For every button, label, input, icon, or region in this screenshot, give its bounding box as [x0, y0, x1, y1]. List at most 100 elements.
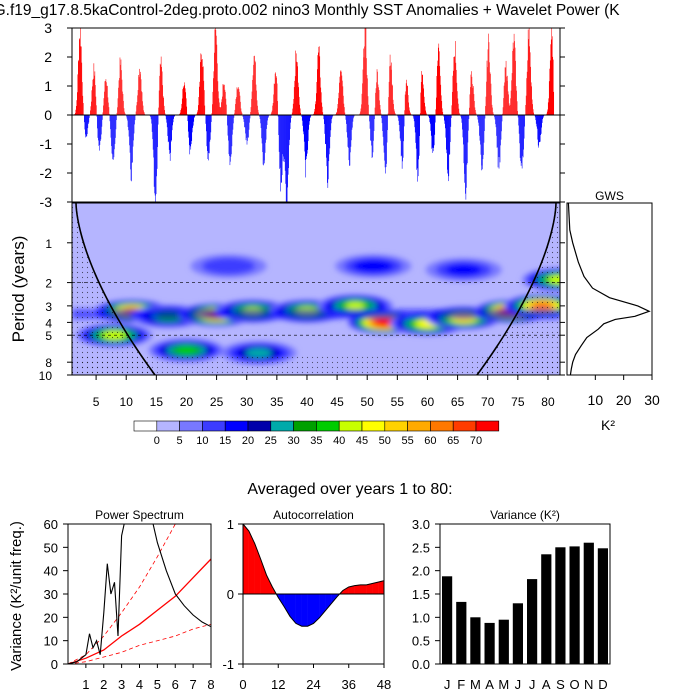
anomaly-bar — [379, 104, 381, 115]
anomaly-bar — [448, 115, 449, 182]
anomaly-bar — [232, 115, 233, 135]
anomaly-bar — [138, 77, 140, 115]
anomaly-bar — [513, 33, 515, 115]
month-label: J — [515, 677, 522, 692]
anomaly-bar — [486, 81, 487, 115]
anomaly-bar — [144, 113, 145, 115]
anomaly-bar — [227, 115, 228, 126]
coi-right-stipple — [477, 203, 560, 375]
anomaly-bar — [526, 78, 527, 115]
anomaly-bar — [77, 74, 79, 115]
anomaly-bar — [294, 80, 295, 115]
y-tick-label: 1 — [227, 517, 234, 532]
variance-bar — [597, 548, 608, 664]
anomaly-bar — [315, 101, 317, 115]
anomaly-bar — [172, 115, 174, 123]
anomaly-bar — [475, 112, 477, 115]
anomaly-bar — [503, 85, 505, 115]
anomaly-bar — [209, 115, 210, 154]
anomaly-bar — [238, 89, 240, 115]
anomaly-bar — [525, 95, 527, 115]
x-tick-label: 7 — [190, 677, 197, 692]
anomaly-bar — [75, 113, 76, 115]
anomaly-bar — [350, 115, 351, 153]
anomaly-bar — [415, 115, 416, 143]
anomaly-bar — [482, 115, 484, 160]
anomaly-bar — [114, 115, 116, 144]
anomaly-bar — [225, 98, 227, 115]
anomaly-bar — [82, 82, 83, 115]
anomaly-bar — [433, 115, 435, 148]
legend-level-label: 20 — [242, 435, 254, 447]
x-tick-label: 1 — [82, 677, 89, 692]
anomaly-bar — [204, 90, 205, 115]
anomaly-bar — [551, 28, 553, 115]
anomaly-bar — [535, 115, 536, 121]
anomaly-bar — [201, 59, 203, 115]
anomaly-bar — [160, 56, 162, 115]
anomaly-bar — [137, 95, 138, 115]
anomaly-bar — [452, 91, 453, 115]
anomaly-bar — [291, 112, 293, 115]
anomaly-bar — [440, 84, 442, 115]
anomaly-bar — [165, 115, 166, 117]
anomaly-bar — [518, 115, 520, 134]
anomaly-bar — [370, 115, 371, 141]
anomaly-bar — [133, 115, 134, 141]
anomaly-bar — [249, 115, 251, 119]
anomaly-bar — [143, 111, 145, 115]
anomaly-bar — [113, 115, 114, 160]
anomaly-bar — [347, 115, 349, 147]
anomaly-bar — [495, 115, 497, 128]
anomaly-bar — [536, 115, 537, 127]
anomaly-bar — [100, 115, 102, 140]
anomaly-bar — [385, 115, 387, 168]
anomaly-bar — [181, 98, 183, 115]
anomaly-bar — [340, 70, 342, 115]
anomaly-bar — [246, 115, 247, 138]
month-label: F — [457, 677, 465, 692]
anomaly-bar — [447, 115, 448, 174]
anomaly-bar — [132, 115, 133, 163]
anomaly-bar — [235, 104, 236, 115]
anomaly-bar — [553, 91, 555, 115]
anomaly-bar — [349, 115, 351, 166]
anomaly-bar — [418, 115, 419, 160]
anomaly-bar — [230, 115, 231, 162]
anomaly-bar — [111, 115, 112, 147]
autocorr-fill — [377, 580, 385, 595]
anomaly-bar — [463, 115, 465, 164]
anomaly-bar — [239, 91, 240, 115]
anomaly-bar — [295, 53, 297, 115]
y-tick-label: 5 — [45, 329, 52, 343]
anomaly-bar — [327, 115, 328, 183]
anomaly-bar — [122, 91, 123, 115]
anomaly-bar — [153, 115, 155, 187]
y-tick-label: -1 — [222, 657, 234, 672]
anomaly-bar — [472, 84, 473, 115]
anomaly-bar — [213, 78, 214, 115]
x-tick-label: 20 — [180, 395, 194, 409]
anomaly-bar — [497, 115, 498, 148]
anomaly-bar — [552, 56, 554, 115]
anomaly-bar — [135, 111, 137, 115]
anomaly-bar — [267, 115, 269, 118]
variance-bar — [484, 622, 495, 664]
anomaly-bar — [304, 115, 306, 160]
anomaly-bar — [363, 48, 364, 115]
anomaly-bar — [549, 68, 551, 115]
anomaly-bar — [501, 115, 502, 132]
anomaly-bar — [466, 115, 467, 188]
anomaly-bar — [520, 115, 521, 162]
anomaly-bar — [166, 115, 168, 128]
anomaly-bar — [293, 87, 295, 115]
anomaly-bar — [99, 115, 101, 145]
anomaly-bar — [301, 115, 302, 117]
anomaly-bar — [129, 115, 130, 146]
anomaly-bar — [257, 105, 258, 115]
y-axis-label: Variance (K²/unit freq.) — [8, 521, 25, 671]
anomaly-bar — [107, 97, 109, 115]
anomaly-bar — [142, 105, 144, 115]
anomaly-bar — [247, 115, 249, 138]
anomaly-bar — [156, 115, 157, 177]
